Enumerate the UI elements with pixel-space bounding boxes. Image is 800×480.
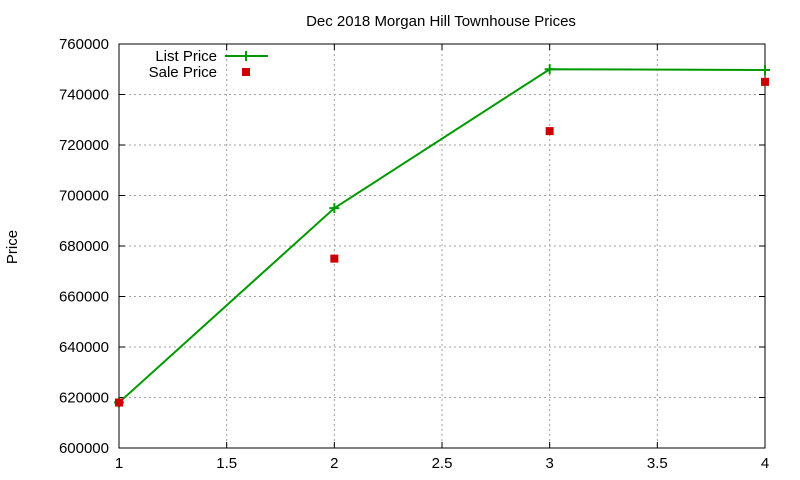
x-tick-label: 1.5 (216, 455, 237, 472)
legend-swatch-marker (241, 51, 251, 61)
y-tick-label: 720000 (59, 137, 109, 154)
y-tick-label: 680000 (59, 238, 109, 255)
y-axis-title: Price (4, 230, 21, 264)
series-sale-price (115, 77, 769, 407)
sale-price-point (330, 254, 339, 263)
chart-title: Dec 2018 Morgan Hill Townhouse Prices (306, 13, 576, 30)
y-tick-label: 660000 (59, 289, 109, 306)
x-tick-label: 2.5 (432, 455, 453, 472)
legend-label: List Price (155, 48, 217, 65)
x-tick-label: 2 (330, 455, 338, 472)
y-tick-label: 700000 (59, 188, 109, 205)
x-tick-label: 1 (115, 455, 123, 472)
sale-price-point (115, 398, 123, 407)
y-tick-label: 760000 (59, 36, 109, 53)
list-price-point (760, 65, 770, 76)
axis-layer: 1 1.5 2 2.5 3 3.5 4 600000 620000 640000 660000 680… (59, 36, 769, 472)
x-tick-label: 3.5 (647, 455, 668, 472)
y-tick-label: 740000 (59, 87, 109, 104)
list-price-line (118, 68, 766, 404)
y-tick-label: 600000 (59, 440, 109, 457)
y-tick-label: 620000 (59, 390, 109, 407)
list-price-point (329, 203, 340, 214)
y-tick-label: 640000 (59, 339, 109, 356)
sale-price-point (545, 127, 554, 136)
list-price-point (544, 64, 555, 75)
legend-swatch-marker (242, 68, 250, 76)
x-tick-label: 3 (545, 455, 553, 472)
grid-layer (119, 44, 765, 448)
legend-label: Sale Price (149, 64, 217, 81)
series-layer (114, 64, 770, 408)
sale-price-point (761, 77, 769, 86)
x-tick-label: 4 (761, 455, 769, 472)
